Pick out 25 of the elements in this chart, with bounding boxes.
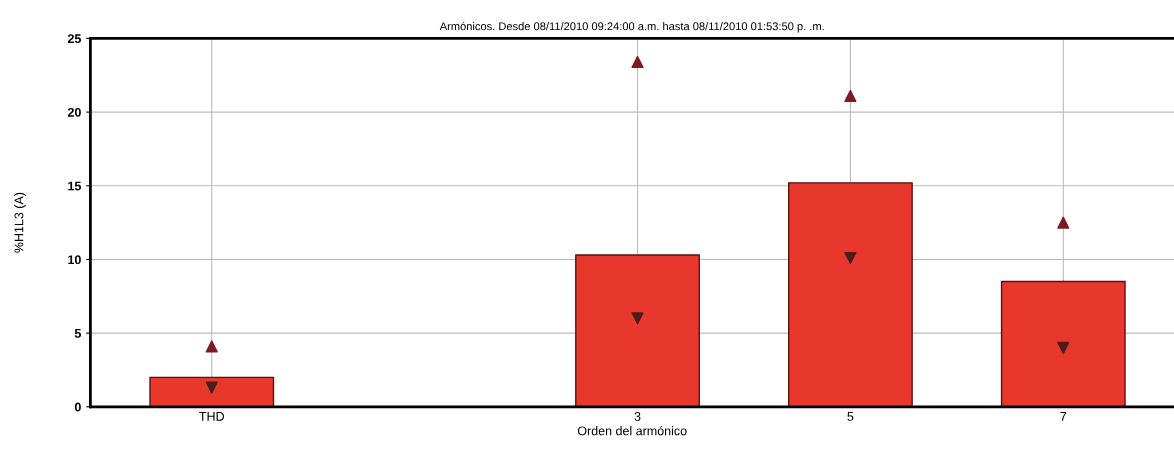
y-tick-label: 5	[74, 329, 82, 338]
y-axis-title: %H1L3 (A)	[14, 192, 26, 253]
bar	[149, 376, 275, 407]
bar	[1000, 280, 1126, 407]
y-tick-label: 10	[68, 255, 81, 265]
y-tick-label: 20	[67, 107, 81, 117]
point	[631, 312, 644, 325]
x-tick-label: 5	[847, 412, 854, 421]
point	[631, 55, 644, 69]
y-tick-label: 0	[74, 402, 81, 412]
x-tick-label: 7	[1060, 412, 1067, 421]
point	[844, 251, 857, 265]
x-tick-label: THD	[199, 412, 224, 421]
x-axis-title: Orden del armónico	[577, 425, 687, 436]
point	[205, 381, 218, 394]
point	[844, 89, 857, 102]
bar	[787, 182, 913, 407]
point	[1057, 216, 1070, 229]
y-tick-label: 25	[67, 34, 82, 44]
point	[1057, 341, 1070, 354]
x-tick-label: 3	[634, 411, 641, 421]
y-tick-label: 15	[68, 181, 82, 191]
chart-title: Armónicos. Desde 08/11/2010 09:24:00 a.m. hasta 08/11/2010 01:53:50 p. .m.	[439, 21, 824, 33]
point	[205, 340, 218, 353]
bar	[575, 254, 700, 407]
